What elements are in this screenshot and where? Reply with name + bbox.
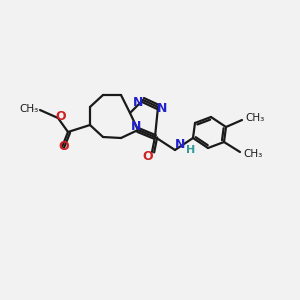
Text: O: O xyxy=(56,110,66,122)
Text: CH₃: CH₃ xyxy=(243,149,262,159)
Text: N: N xyxy=(175,139,185,152)
Text: N: N xyxy=(133,95,143,109)
Text: N: N xyxy=(157,103,167,116)
Text: H: H xyxy=(186,145,196,155)
Text: N: N xyxy=(131,121,141,134)
Text: CH₃: CH₃ xyxy=(245,113,264,123)
Text: methyl: methyl xyxy=(32,108,37,110)
Text: O: O xyxy=(143,151,153,164)
Text: O: O xyxy=(59,140,69,154)
Text: CH₃: CH₃ xyxy=(20,104,39,114)
